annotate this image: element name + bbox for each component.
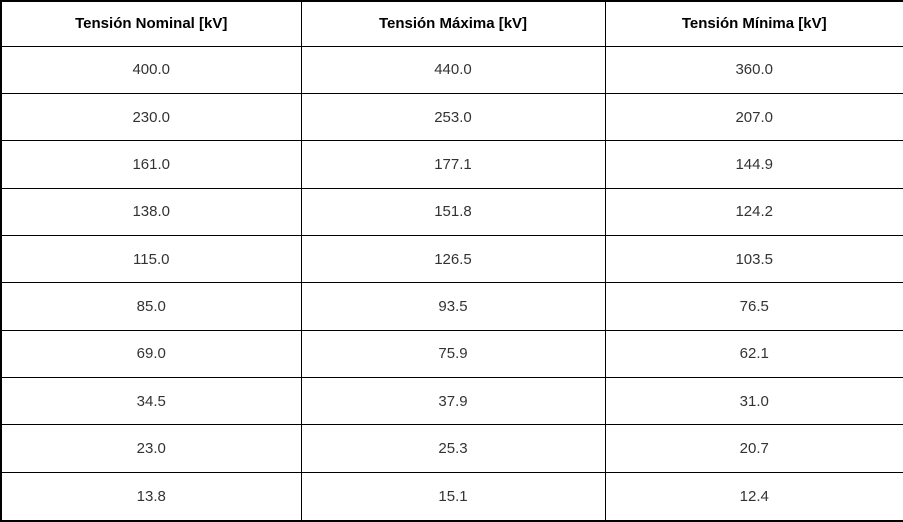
table-cell: 126.5: [300, 234, 606, 284]
table-cell: 124.2: [604, 187, 903, 236]
table-cell: 15.1: [300, 471, 606, 522]
table-row: 69.0 75.9 62.1: [0, 329, 903, 379]
table-cell: 76.5: [604, 282, 903, 331]
table-cell: 62.1: [604, 329, 903, 379]
header-cell-nominal: Tensión Nominal [kV]: [0, 0, 302, 47]
table-cell: 31.0: [604, 377, 903, 426]
header-cell-minima: Tensión Mínima [kV]: [604, 0, 903, 47]
table-cell: 34.5: [0, 377, 302, 426]
table-row: 400.0 440.0 360.0: [0, 45, 903, 94]
table-row: 34.5 37.9 31.0: [0, 377, 903, 426]
table-cell: 138.0: [0, 187, 302, 236]
table-cell: 37.9: [300, 377, 606, 426]
table-cell: 69.0: [0, 329, 302, 379]
table-cell: 103.5: [604, 234, 903, 284]
table-header: Tensión Nominal [kV] Tensión Máxima [kV]…: [0, 0, 903, 47]
table-cell: 85.0: [0, 282, 302, 331]
table-row: 161.0 177.1 144.9: [0, 140, 903, 189]
table-row: 230.0 253.0 207.0: [0, 92, 903, 142]
table-cell: 230.0: [0, 92, 302, 142]
table-cell: 13.8: [0, 471, 302, 522]
table-row: 23.0 25.3 20.7: [0, 424, 903, 473]
table-cell: 75.9: [300, 329, 606, 379]
table-cell: 151.8: [300, 187, 606, 236]
table-cell: 144.9: [604, 140, 903, 189]
table-cell: 360.0: [604, 45, 903, 94]
table-row: 85.0 93.5 76.5: [0, 282, 903, 331]
table-cell: 400.0: [0, 45, 302, 94]
table-header-row: Tensión Nominal [kV] Tensión Máxima [kV]…: [0, 0, 903, 47]
table-cell: 177.1: [300, 140, 606, 189]
header-cell-maxima: Tensión Máxima [kV]: [300, 0, 606, 47]
table-cell: 207.0: [604, 92, 903, 142]
table-row: 13.8 15.1 12.4: [0, 471, 903, 522]
table-cell: 93.5: [300, 282, 606, 331]
table-body: 400.0 440.0 360.0 230.0 253.0 207.0 161.0 177.1…: [0, 45, 903, 522]
table-cell: 115.0: [0, 234, 302, 284]
table-row: 138.0 151.8 124.2: [0, 187, 903, 236]
table-row: 115.0 126.5 103.5: [0, 234, 903, 284]
table-cell: 253.0: [300, 92, 606, 142]
table-cell: 20.7: [604, 424, 903, 473]
table-cell: 12.4: [604, 471, 903, 522]
table-cell: 25.3: [300, 424, 606, 473]
table-cell: 161.0: [0, 140, 302, 189]
table-cell: 440.0: [300, 45, 606, 94]
table-cell: 23.0: [0, 424, 302, 473]
